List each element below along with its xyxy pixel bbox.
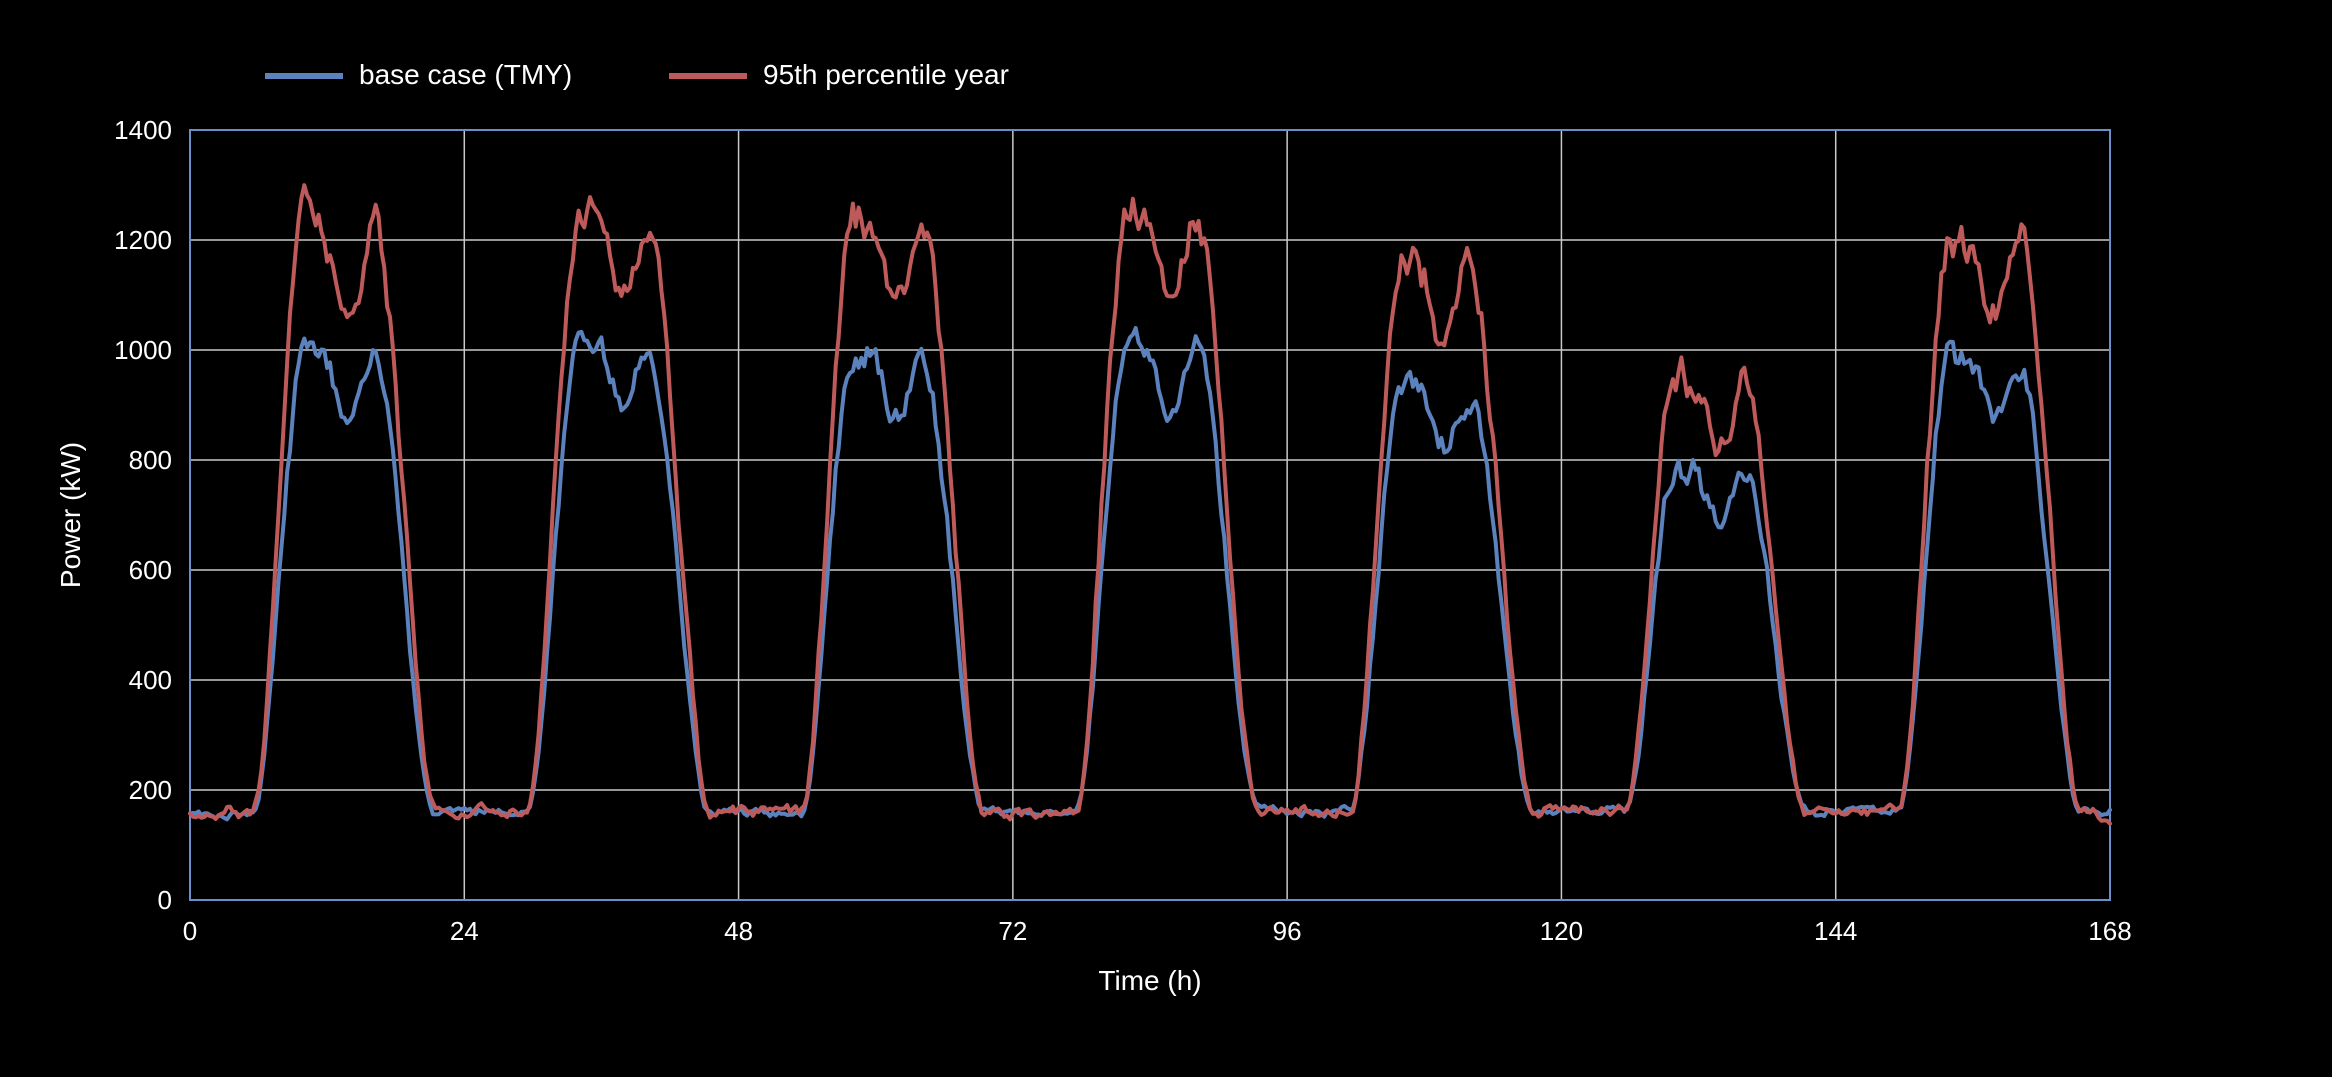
chart-svg: 0 200 400 600 800 1000 1200 1400 0 24 48 72 96 120 144… xyxy=(0,0,2332,1077)
x-axis-title: Time (h) xyxy=(1098,965,1201,996)
x-tick-label: 96 xyxy=(1273,916,1302,946)
legend-swatch xyxy=(265,73,343,79)
y-axis-title: Power (kW) xyxy=(55,442,86,588)
y-tick-label: 0 xyxy=(158,885,172,915)
legend-label: base case (TMY) xyxy=(359,59,572,90)
power-timeseries-chart: 0 200 400 600 800 1000 1200 1400 0 24 48 72 96 120 144… xyxy=(0,0,2332,1077)
x-tick-label: 72 xyxy=(998,916,1027,946)
legend-label: 95th percentile year xyxy=(763,59,1009,90)
y-tick-label: 400 xyxy=(129,665,172,695)
y-tick-label: 1000 xyxy=(114,335,172,365)
x-tick-label: 144 xyxy=(1814,916,1857,946)
y-tick-label: 600 xyxy=(129,555,172,585)
x-tick-label: 48 xyxy=(724,916,753,946)
legend-swatch xyxy=(669,73,747,79)
x-tick-label: 120 xyxy=(1540,916,1583,946)
y-tick-label: 1400 xyxy=(114,115,172,145)
y-tick-label: 1200 xyxy=(114,225,172,255)
y-tick-label: 800 xyxy=(129,445,172,475)
y-tick-label: 200 xyxy=(129,775,172,805)
x-tick-label: 0 xyxy=(183,916,197,946)
x-tick-label: 168 xyxy=(2088,916,2131,946)
x-tick-label: 24 xyxy=(450,916,479,946)
